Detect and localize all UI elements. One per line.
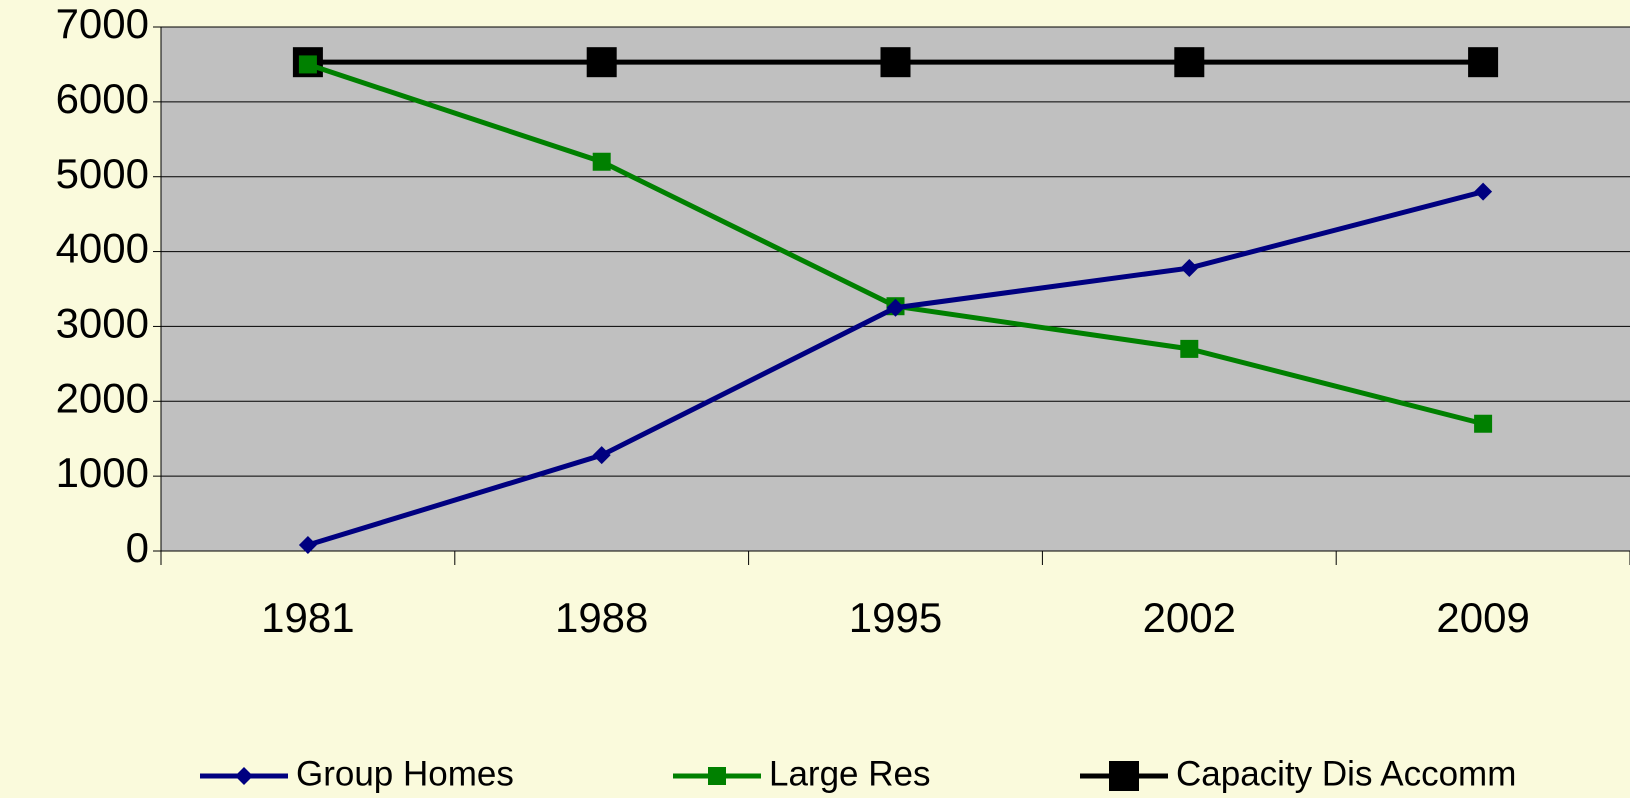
marker [1474, 414, 1493, 433]
marker [298, 55, 317, 74]
marker [886, 298, 905, 317]
y-tick-label: 6000 [56, 75, 149, 122]
x-tick-label: 1988 [555, 594, 648, 641]
marker [235, 767, 253, 785]
y-tick-label: 2000 [56, 374, 149, 421]
y-tick-label: 5000 [56, 150, 149, 197]
y-tick-label: 7000 [56, 0, 149, 47]
legend-label: Group Homes [296, 754, 514, 793]
marker [592, 152, 611, 171]
y-tick-label: 4000 [56, 225, 149, 272]
marker [1174, 47, 1205, 78]
marker [1474, 182, 1493, 201]
marker [1468, 47, 1499, 78]
marker [298, 536, 317, 555]
plot-area [161, 27, 1630, 551]
legend-label: Large Res [769, 754, 930, 793]
marker [1180, 339, 1199, 358]
marker [592, 446, 611, 465]
legend-label: Capacity Dis Accomm [1176, 754, 1516, 793]
x-tick-label: 1981 [261, 594, 354, 641]
y-tick-label: 1000 [56, 449, 149, 496]
marker [708, 767, 726, 785]
y-tick-label: 0 [126, 524, 149, 571]
marker [1109, 761, 1139, 791]
y-tick-label: 3000 [56, 300, 149, 347]
marker [880, 47, 911, 78]
marker [1180, 259, 1199, 278]
marker [586, 47, 617, 78]
x-tick-label: 2002 [1143, 594, 1236, 641]
x-tick-label: 2009 [1436, 594, 1529, 641]
x-tick-label: 1995 [849, 594, 942, 641]
